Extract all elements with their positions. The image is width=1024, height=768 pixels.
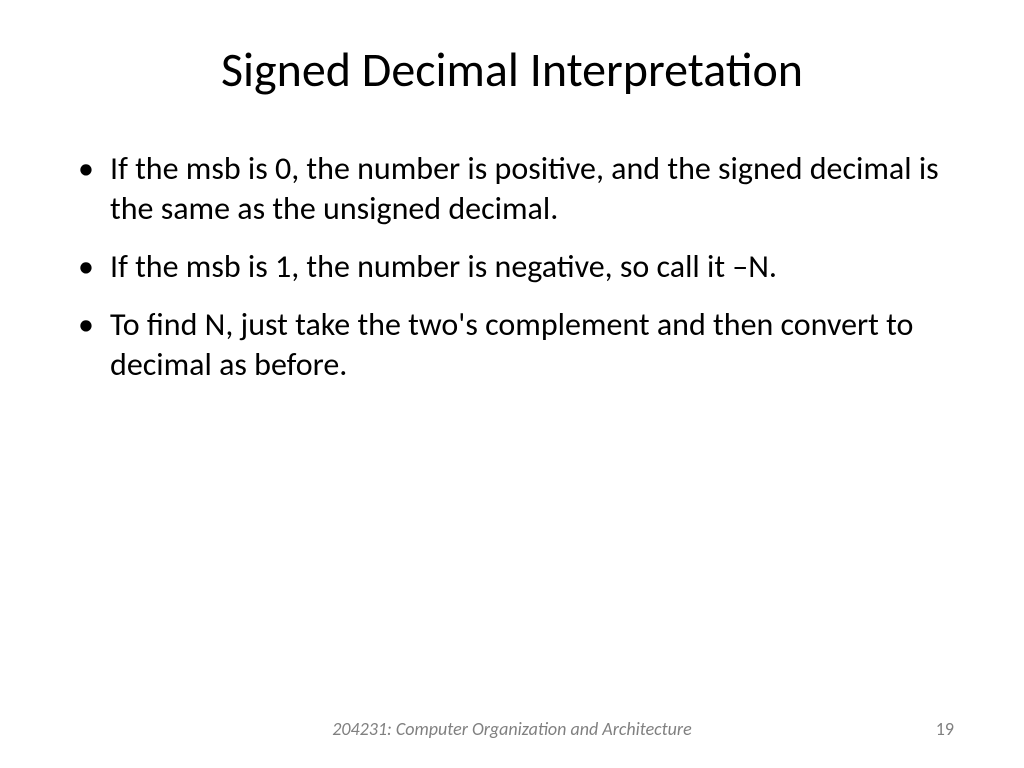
slide-footer: 204231: Computer Organization and Archit… xyxy=(0,718,1024,740)
bullet-item: To find N, just take the two's complemen… xyxy=(70,305,954,385)
bullet-item: If the msb is 0, the number is positive,… xyxy=(70,149,954,229)
slide-container: Signed Decimal Interpretation If the msb… xyxy=(0,0,1024,768)
slide-title: Signed Decimal Interpretation xyxy=(70,40,954,99)
footer-text: 204231: Computer Organization and Archit… xyxy=(332,718,691,740)
bullet-item: If the msb is 1, the number is negative,… xyxy=(70,247,954,287)
bullet-list: If the msb is 0, the number is positive,… xyxy=(70,149,954,385)
slide-content: If the msb is 0, the number is positive,… xyxy=(70,149,954,718)
page-number: 19 xyxy=(936,718,954,740)
